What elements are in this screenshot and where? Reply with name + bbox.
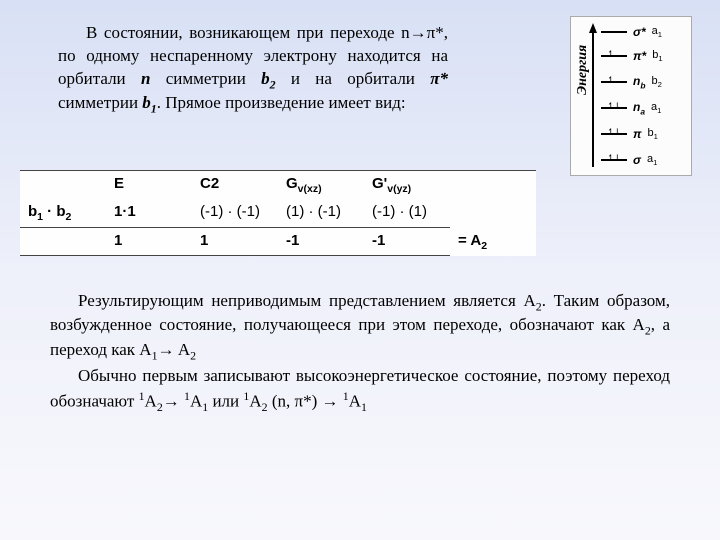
paragraph-1: В состоянии, возникающем при переходе n→… xyxy=(58,22,448,119)
p1-end: . Прямое произведение имеет вид: xyxy=(157,93,406,112)
r2c0 xyxy=(20,228,106,256)
energy-level: ↿π*b1 xyxy=(601,47,691,65)
r1c3: (1) · (-1) xyxy=(278,199,364,228)
p1-mid3: симметрии xyxy=(58,93,142,112)
r2eq: = A2 xyxy=(450,228,536,256)
energy-level: ↿⇂πb1 xyxy=(601,125,691,143)
r1c2: (-1) · (-1) xyxy=(192,199,278,228)
r2c2: 1 xyxy=(192,228,278,256)
r1c4: (-1) · (1) xyxy=(364,199,450,228)
energy-level: ↿⇂σa1 xyxy=(601,151,691,169)
th2: C2 xyxy=(192,171,278,200)
th0 xyxy=(20,171,106,200)
p1-pi: π* xyxy=(430,69,448,88)
energy-level: ↿⇂naa1 xyxy=(601,99,691,117)
th3: Gv(xz) xyxy=(278,171,364,200)
energy-level: ↿nbb2 xyxy=(601,73,691,91)
r2c1: 1 xyxy=(106,228,192,256)
energy-diagram: Энергия σ*a1↿π*b1↿nbb2↿⇂naa1↿⇂πb1↿⇂σa1 xyxy=(570,16,692,176)
p1-b2: b xyxy=(261,69,270,88)
p1-mid2: и на орбитали xyxy=(276,69,431,88)
p2-1a: Результирующим неприводимым представлени… xyxy=(78,291,536,310)
energy-level: σ*a1 xyxy=(601,23,691,41)
th1: E xyxy=(106,171,192,200)
r2c3: -1 xyxy=(278,228,364,256)
p1-mid1: симметрии xyxy=(150,69,261,88)
r1c1: 1·1 xyxy=(106,199,192,228)
p1-b1: b xyxy=(142,93,151,112)
th4: G'v(yz) xyxy=(364,171,450,200)
energy-arrow-icon xyxy=(571,17,599,175)
paragraph-2: Результирующим неприводимым представлени… xyxy=(50,290,670,417)
r1c0: b1 · b2 xyxy=(20,199,106,228)
r2c4: -1 xyxy=(364,228,450,256)
character-table: E C2 Gv(xz) G'v(yz) b1 · b2 1·1 (-1) · (… xyxy=(20,170,536,256)
p2-1d: → A xyxy=(158,340,191,359)
